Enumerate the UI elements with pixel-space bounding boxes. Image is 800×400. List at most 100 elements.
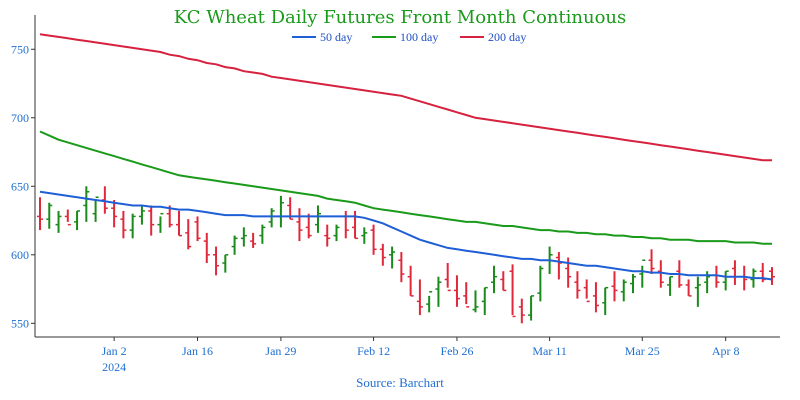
ohlc-bar [157, 212, 164, 233]
ohlc-bar [222, 254, 229, 273]
ohlc-bar [55, 210, 62, 233]
ohlc-bar [370, 224, 377, 255]
ohlc-bar [46, 202, 53, 229]
ohlc-bar [138, 205, 145, 225]
ohlc-bar [694, 276, 701, 307]
x-tick-label: Apr 8 [712, 344, 740, 358]
ohlc-bar [379, 243, 386, 266]
plot-area [37, 33, 775, 324]
ohlc-bar [185, 219, 192, 250]
legend-label: 100 day [400, 30, 438, 44]
x-tick-label: Feb 12 [357, 344, 390, 358]
ohlc-bar [500, 271, 507, 292]
ohlc-bar [342, 210, 349, 239]
ohlc-bar [268, 208, 275, 228]
legend-item: 100 day [372, 30, 438, 44]
ohlc-bar [120, 210, 127, 239]
ohlc-bar [731, 260, 738, 285]
ohlc-bar [555, 252, 562, 280]
ohlc-bar [463, 282, 470, 308]
ohlc-bar [741, 265, 748, 291]
ohlc-bar [101, 186, 108, 214]
x-tick-sublabel: 2024 [102, 360, 126, 374]
y-tick-label: 650 [11, 179, 29, 193]
ohlc-bar [250, 232, 257, 248]
ohlc-bar [639, 259, 646, 288]
ohlc-bar [175, 210, 182, 237]
ohlc-bar [324, 224, 331, 247]
ohlc-bar [361, 227, 368, 244]
chart-title: KC Wheat Daily Futures Front Month Conti… [174, 7, 627, 28]
ohlc-bar [444, 263, 451, 292]
ohlc-bar [398, 252, 405, 283]
ohlc-bar [667, 275, 674, 296]
series-line-50-day [39, 190, 773, 281]
ohlc-bar [74, 210, 81, 231]
ohlc-bar [491, 265, 498, 294]
legend-label: 200 day [488, 30, 526, 44]
x-tick-label: Feb 26 [440, 344, 473, 358]
ohlc-bar [435, 276, 442, 307]
ohlc-bar [416, 279, 423, 316]
ohlc-bar [194, 216, 201, 242]
ohlc-bar [277, 195, 284, 228]
ohlc-bar [602, 286, 609, 316]
ohlc-bar [713, 265, 720, 288]
x-tick-label: Mar 25 [625, 344, 660, 358]
ohlc-bar [296, 208, 303, 242]
ohlc-bar [509, 264, 516, 318]
ohlc-bar [352, 210, 359, 240]
series-line-100-day [39, 130, 772, 245]
legend-item: 50 day [292, 30, 352, 44]
ohlc-bar [611, 271, 618, 302]
ohlc-bar [722, 270, 729, 291]
ohlc-bar [389, 246, 396, 269]
legend: 50 day 100 day 200 day [292, 30, 526, 44]
ohlc-bar [481, 286, 488, 316]
ohlc-bar [213, 246, 220, 276]
ohlc-bar [129, 213, 136, 239]
ohlc-bar [426, 291, 433, 313]
ohlc-bar [407, 265, 414, 297]
x-tick-label: Mar 11 [532, 344, 567, 358]
x-tick-label: Jan 16 [182, 344, 213, 358]
ohlc-bar [111, 199, 118, 228]
ohlc-bar [472, 290, 479, 313]
ohlc-bar [592, 282, 599, 313]
ohlc-bar [64, 209, 71, 226]
ohlc-bar [630, 273, 637, 294]
ohlc-bar [305, 213, 312, 239]
y-tick-label: 750 [11, 42, 29, 56]
ohlc-bar [685, 279, 692, 297]
ohlc-bar [240, 227, 247, 247]
ohlc-bar [528, 295, 535, 321]
ohlc-bar [231, 235, 238, 255]
ohlc-bar [537, 265, 544, 302]
ohlc-bar [620, 279, 627, 302]
y-tick-label: 550 [11, 316, 29, 330]
ohlc-bar [92, 196, 99, 222]
y-tick-label: 700 [11, 111, 29, 125]
x-tick-label: Jan 29 [265, 344, 296, 358]
axes: 550 600 650 700 750 Jan 2 2024 Jan 16 Jan 29 Feb … [11, 15, 780, 374]
ohlc-bar [518, 298, 525, 324]
ohlc-bar [37, 197, 43, 231]
x-tick-label: Jan 2 [102, 344, 127, 358]
ohlc-bar [648, 249, 655, 274]
legend-label: 50 day [320, 30, 352, 44]
series-line-200-day [39, 33, 772, 162]
legend-item: 200 day [460, 30, 526, 44]
ohlc-bar [314, 205, 321, 233]
ohlc-bar [574, 271, 581, 299]
source-note: Source: Barchart [356, 375, 444, 390]
ohlc-bar [148, 205, 155, 236]
ohlc-bar [657, 260, 664, 288]
ohlc-bar [769, 267, 775, 285]
ohlc-bar [333, 224, 340, 242]
y-tick-label: 600 [11, 248, 29, 262]
ohlc-bar [83, 186, 90, 222]
ohlc-bar [203, 232, 210, 264]
ohlc-bar [453, 275, 460, 307]
ohlc-bar [583, 279, 590, 303]
